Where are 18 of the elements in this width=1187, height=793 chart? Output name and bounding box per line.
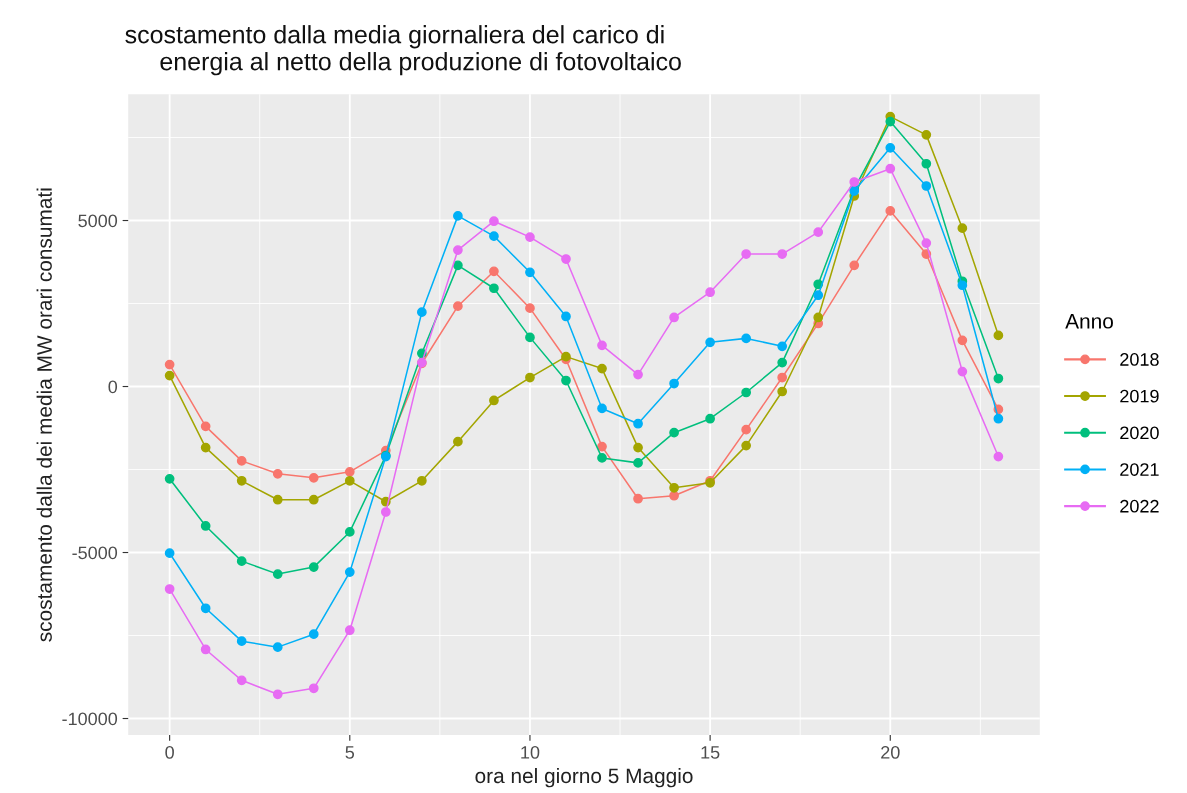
legend-label: 2022 [1120,499,1159,513]
x-tick-label: 0 [165,746,174,759]
x-tick-label: 10 [521,746,540,759]
x-tick-label: 20 [881,746,900,759]
y-axis-title: scostamento dalla dei media MW orari consumati [36,188,52,642]
y-tick-label: -10000 [62,712,118,726]
x-axis-title: ora nel giorno 5 Maggio [475,767,693,788]
y-tick-label: -5000 [72,546,118,560]
legend-label: 2020 [1120,426,1159,440]
legend-title: Anno [1065,314,1113,329]
x-tick-label: 15 [701,746,720,759]
chart-title: scostamento dalla media giornaliera del carico di energia al netto della produzione di fotovoltaico [125,25,681,76]
legend-label: 2021 [1120,463,1159,476]
y-tick-label: 5000 [78,214,118,228]
legend-label: 2018 [1120,353,1159,366]
legend-label: 2019 [1120,389,1159,403]
y-tick-label: 0 [108,380,118,394]
x-tick-label: 5 [345,746,355,759]
